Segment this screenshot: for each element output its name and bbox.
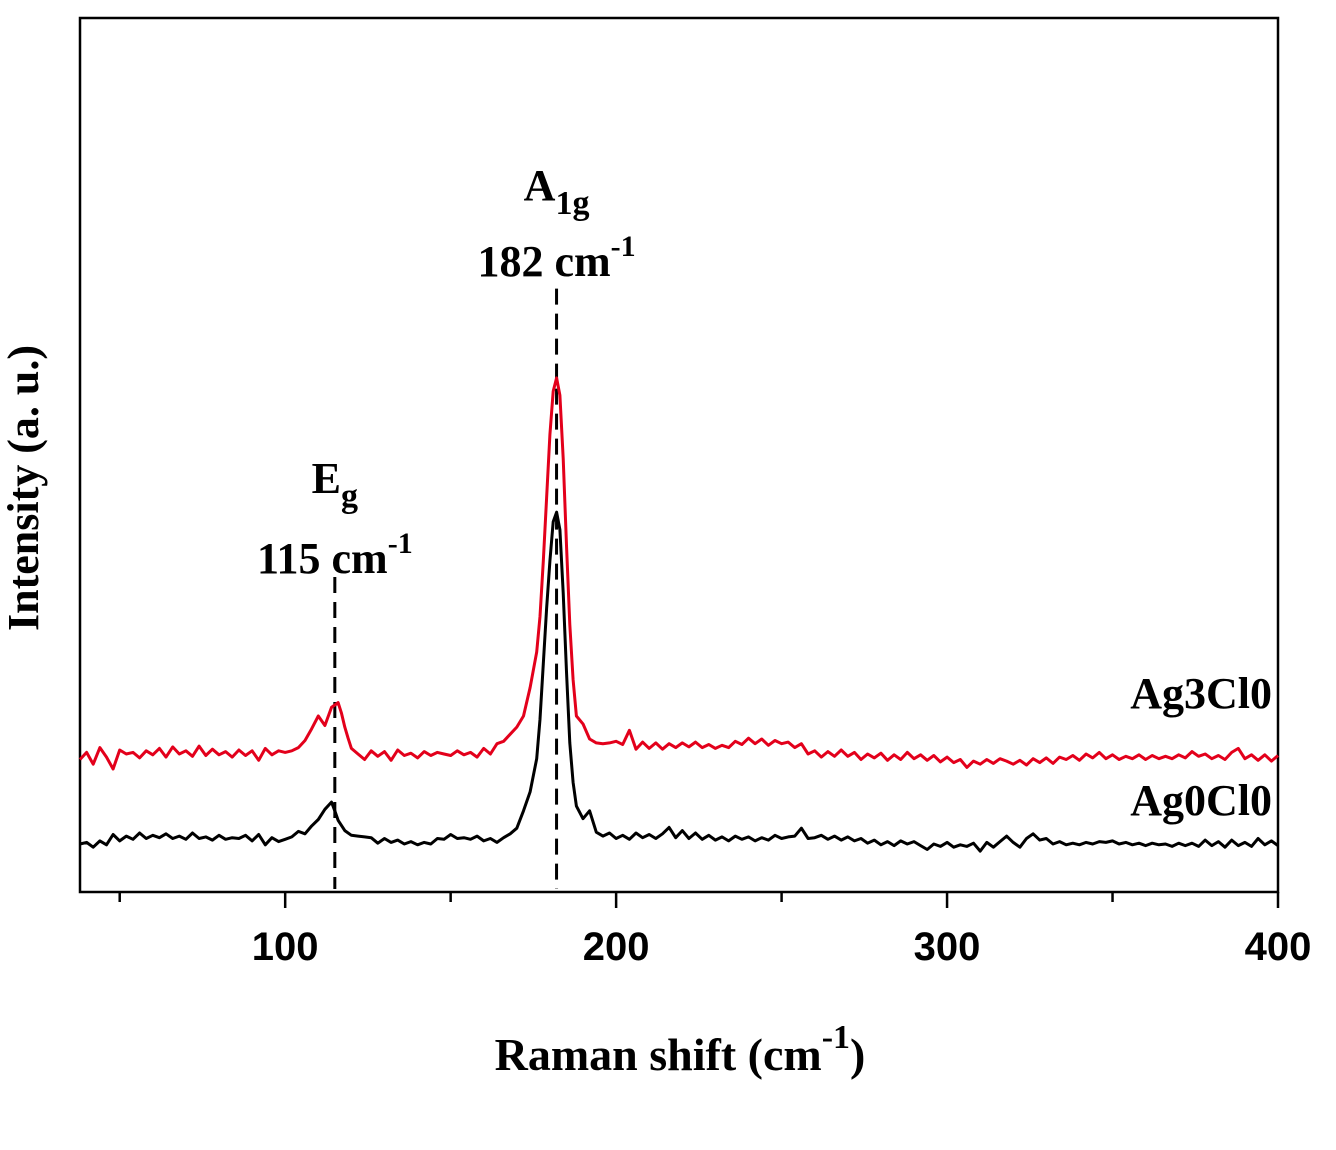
x-tick-label: 200	[583, 925, 650, 969]
series-label-ag0cl0: Ag0Cl0	[1130, 776, 1272, 825]
x-minor-ticks	[118, 892, 1114, 902]
series-line-ag0cl0	[79, 510, 1279, 853]
series-label-ag3cl0: Ag3Cl0	[1130, 669, 1272, 718]
x-major-ticks	[283, 892, 1280, 908]
peak-value-label: 182 cm-1	[477, 230, 635, 286]
series-labels: Ag3Cl0 Ag0Cl0	[1130, 669, 1272, 825]
peak-value-label: 115 cm-1	[257, 527, 413, 583]
x-axis-label: Raman shift (cm-1)	[495, 1019, 866, 1080]
series-line-ag3cl0	[78, 376, 1279, 771]
spectra	[78, 376, 1279, 853]
peak-mode-label: Eg	[312, 454, 358, 515]
x-tick-label: 100	[252, 925, 319, 969]
x-tick-label: 300	[914, 925, 981, 969]
plot-frame	[78, 16, 1280, 894]
x-tick-label: 400	[1245, 925, 1312, 969]
peak-marker-lines	[333, 288, 559, 890]
x-tick-labels: 100 200 300 400	[252, 925, 1312, 969]
peak-labels: Eg 115 cm-1 A1g 182 cm-1	[257, 161, 636, 583]
peak-mode-label: A1g	[524, 161, 590, 222]
y-axis-label: Intensity (a. u.)	[0, 345, 48, 631]
